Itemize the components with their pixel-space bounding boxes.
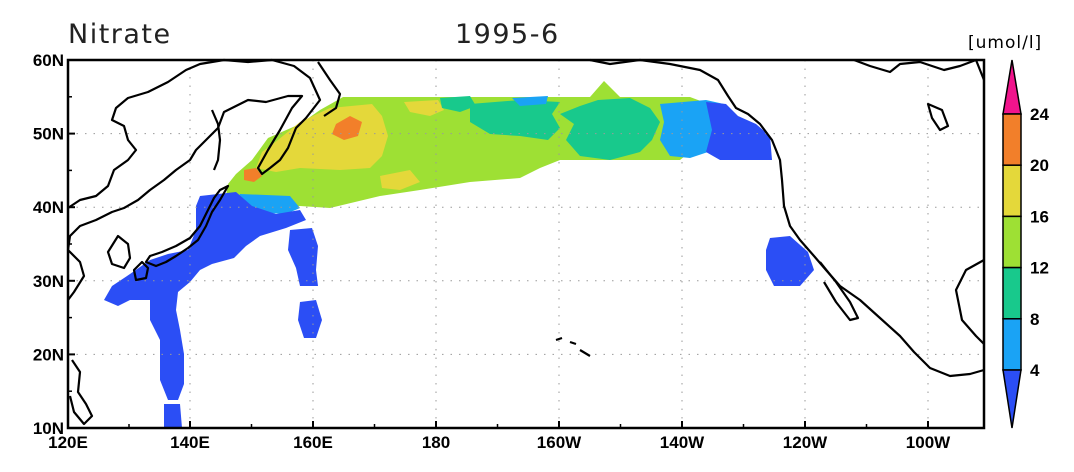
- coast-philippines: [68, 359, 94, 426]
- x-tick-label: 120E: [48, 433, 88, 452]
- coast-japan: [144, 184, 230, 268]
- map-date: 1995-6: [455, 19, 560, 50]
- field-green-east: [470, 100, 560, 140]
- coast-sakhalin: [210, 109, 222, 171]
- field-green-north: [440, 96, 476, 112]
- y-tick-label: 60N: [33, 51, 64, 70]
- coast-baja: [819, 261, 860, 322]
- field-orange-main: [332, 116, 362, 140]
- y-tick-label: 50N: [33, 125, 64, 144]
- field-lightblue-north: [512, 96, 548, 106]
- y-tick-label: 20N: [33, 345, 64, 364]
- coast-kyushu: [132, 260, 150, 282]
- x-tick-label: 160E: [293, 433, 333, 452]
- colorbar-segment: [1002, 164, 1022, 218]
- coast-gulf-mexico: [954, 259, 985, 345]
- field-yellow-north: [404, 100, 444, 116]
- field-blue-160e: [288, 228, 318, 286]
- colorbar-segment: [1002, 318, 1022, 371]
- field-lightblue-gulf: [660, 100, 724, 158]
- colorbar-segment-under: [1002, 369, 1022, 429]
- x-tick-label: 140W: [660, 433, 705, 452]
- colorbar-segment: [1002, 266, 1022, 320]
- x-tick-label: 180: [422, 433, 450, 452]
- field-green-central: [560, 98, 660, 160]
- colorbar: 4 8 12 16 20 24: [1002, 59, 1049, 429]
- x-tick-label: 160W: [537, 433, 582, 452]
- colorbar-label: 4: [1030, 361, 1040, 380]
- field-blue-kuroshio-tip: [164, 404, 182, 428]
- x-axis: 120E 140E 160E 180 160W 140W 120W 100W: [48, 421, 951, 452]
- x-tick-label: 100W: [906, 433, 951, 452]
- colorbar-segment: [1002, 215, 1022, 269]
- y-tick-label: 40N: [33, 198, 64, 217]
- colorbar-unit: [umol/l]: [968, 33, 1042, 53]
- coastlines: [66, 58, 986, 426]
- colorbar-label: 12: [1030, 259, 1049, 278]
- coast-hawaii: [555, 336, 591, 357]
- colorbar-segment: [1002, 113, 1022, 166]
- coast-north-america: [589, 58, 985, 378]
- x-tick-label: 140E: [170, 433, 210, 452]
- field-orange-japan: [244, 168, 262, 182]
- colorbar-label: 20: [1030, 156, 1049, 175]
- coast-korea: [106, 234, 132, 270]
- coast-alaska-east: [853, 58, 986, 81]
- colorbar-label: 24: [1030, 105, 1049, 124]
- coast-kamchatka: [317, 61, 342, 117]
- field-blue-california: [766, 236, 814, 286]
- field-yellow-mid: [380, 170, 420, 190]
- coast-asia: [66, 58, 322, 301]
- colorbar-label: 8: [1030, 310, 1039, 329]
- coast-bc-islands: [926, 102, 950, 132]
- colorbar-label: 16: [1030, 207, 1049, 226]
- field-blue-gulf: [706, 102, 772, 160]
- field-blue-kuroshio: [104, 192, 306, 400]
- field-blue-160e-south: [298, 300, 322, 338]
- y-tick-label: 30N: [33, 272, 64, 291]
- y-axis: 60N 50N 40N 30N 20N 10N: [33, 51, 75, 438]
- y-tick-label: 10N: [33, 419, 64, 438]
- x-tick-label: 120W: [783, 433, 828, 452]
- map-title: Nitrate: [68, 19, 172, 50]
- colorbar-segment-over: [1002, 59, 1022, 115]
- nitrate-field: [104, 81, 814, 428]
